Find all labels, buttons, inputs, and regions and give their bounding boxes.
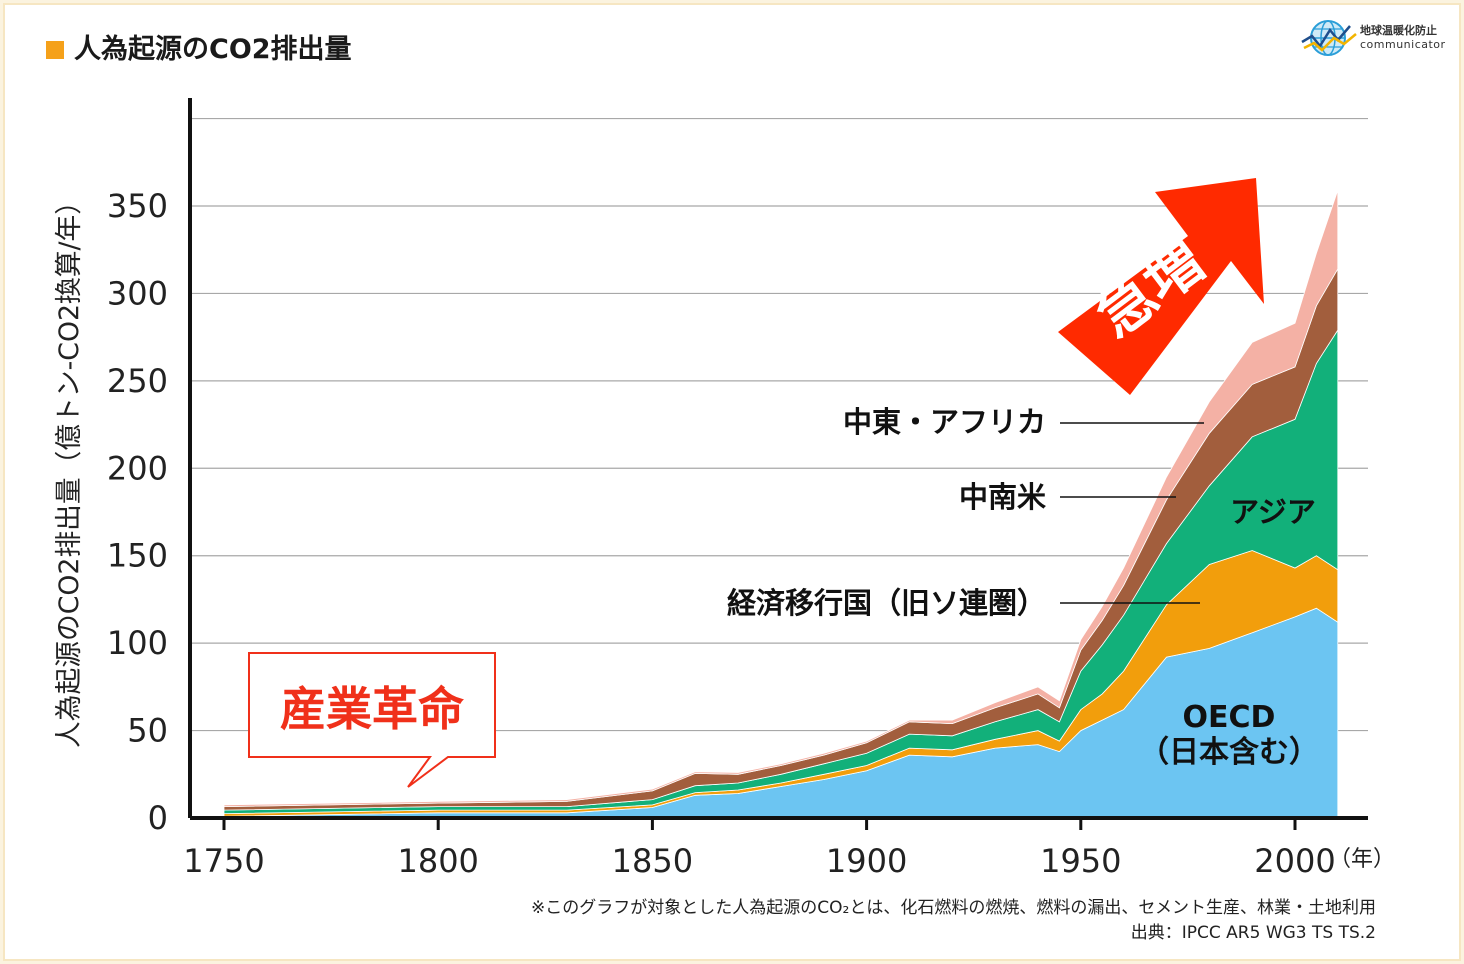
surge-arrow [1058, 178, 1264, 395]
x-unit-label: （年） [1329, 847, 1395, 872]
footnote: ※このグラフが対象とした人為起源のCO₂とは、化石燃料の燃焼、燃料の漏出、セメン… [531, 896, 1376, 946]
x-tick-label: 1850 [612, 842, 693, 880]
label-oecd-sub: （日本含む） [1139, 735, 1319, 770]
y-tick-label: 350 [107, 187, 168, 225]
footnote-source: 出典：IPCC AR5 WG3 TS TS.2 [1130, 923, 1376, 943]
y-tick-label: 200 [107, 449, 168, 487]
x-tick-label: 2000 [1254, 842, 1335, 880]
label-mideast-africa: 中東・アフリカ [843, 405, 1046, 439]
label-asia: アジア [1230, 495, 1316, 529]
callout-text: 産業革命 [280, 682, 464, 736]
x-tick-label: 1950 [1040, 842, 1121, 880]
page-title: 人為起源のCO2排出量 [74, 34, 352, 65]
y-tick-label: 100 [107, 624, 168, 662]
y-tick-label: 250 [107, 362, 168, 400]
y-tick-label: 300 [107, 274, 168, 312]
x-tick-label: 1900 [826, 842, 907, 880]
y-tick-label: 150 [107, 537, 168, 575]
x-tick-label: 1800 [397, 842, 478, 880]
footnote-definition: ※このグラフが対象とした人為起源のCO₂とは、化石燃料の燃焼、燃料の漏出、セメン… [531, 898, 1376, 918]
logo: 地球温暖化防止 communicator [1300, 16, 1450, 60]
y-axis-title: 人為起源のCO2排出量（億トン-CO2換算/年） [54, 188, 85, 748]
callout-box [248, 652, 496, 788]
logo-text-en: communicator [1360, 38, 1446, 51]
y-tick-label: 0 [148, 799, 168, 837]
label-oecd: OECD [1183, 700, 1276, 735]
label-latam: 中南米 [959, 480, 1046, 514]
x-tick-label: 1750 [183, 842, 264, 880]
y-tick-label: 50 [127, 712, 168, 750]
label-transition: 経済移行国（旧ソ連圏） [727, 586, 1046, 620]
globe-icon [1301, 20, 1357, 56]
logo-text-jp: 地球温暖化防止 [1360, 24, 1437, 37]
area-series-4 [223, 190, 1339, 808]
title-bullet [46, 41, 64, 59]
